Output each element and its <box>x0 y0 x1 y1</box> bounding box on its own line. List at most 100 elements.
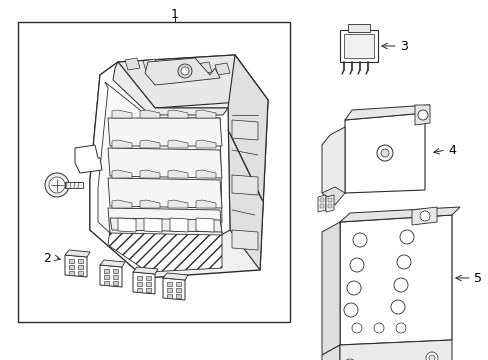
Bar <box>137 288 142 292</box>
Polygon shape <box>339 340 451 360</box>
Polygon shape <box>231 230 258 250</box>
Polygon shape <box>196 110 216 118</box>
Polygon shape <box>100 265 122 287</box>
Polygon shape <box>75 145 102 173</box>
Circle shape <box>178 64 192 78</box>
Circle shape <box>380 149 388 157</box>
Polygon shape <box>133 267 158 274</box>
Polygon shape <box>113 62 227 115</box>
Circle shape <box>428 355 434 360</box>
Polygon shape <box>108 118 222 146</box>
Circle shape <box>349 258 363 272</box>
Polygon shape <box>196 170 216 178</box>
Polygon shape <box>321 222 339 355</box>
Text: 2: 2 <box>43 252 51 265</box>
Polygon shape <box>325 195 333 212</box>
Circle shape <box>376 145 392 161</box>
Circle shape <box>373 323 383 333</box>
Polygon shape <box>65 250 90 257</box>
Polygon shape <box>118 218 136 232</box>
Polygon shape <box>118 55 267 108</box>
Bar <box>113 281 118 285</box>
Circle shape <box>399 230 413 244</box>
Circle shape <box>351 323 361 333</box>
Bar <box>167 294 172 298</box>
Polygon shape <box>140 200 160 208</box>
Polygon shape <box>98 82 222 268</box>
Bar <box>18 22 289 322</box>
Polygon shape <box>108 178 222 208</box>
Polygon shape <box>168 140 187 148</box>
Polygon shape <box>163 278 184 300</box>
Polygon shape <box>168 170 187 178</box>
Circle shape <box>390 300 404 314</box>
Polygon shape <box>414 105 429 125</box>
Circle shape <box>395 323 405 333</box>
Polygon shape <box>197 62 212 74</box>
Polygon shape <box>345 105 429 120</box>
Bar <box>65 182 83 188</box>
Circle shape <box>393 278 407 292</box>
Bar <box>104 281 109 285</box>
Polygon shape <box>231 120 258 140</box>
Circle shape <box>343 359 355 360</box>
Polygon shape <box>100 260 125 267</box>
Polygon shape <box>227 55 267 270</box>
Circle shape <box>346 281 360 295</box>
Polygon shape <box>112 110 132 118</box>
Polygon shape <box>179 61 194 73</box>
Polygon shape <box>145 58 220 85</box>
Polygon shape <box>140 110 160 118</box>
Bar <box>113 269 118 273</box>
Polygon shape <box>196 218 214 232</box>
Circle shape <box>45 173 69 197</box>
Polygon shape <box>321 345 339 360</box>
Polygon shape <box>339 207 459 222</box>
Bar <box>339 30 377 62</box>
Polygon shape <box>168 110 187 118</box>
Bar <box>146 282 151 286</box>
Bar <box>167 288 172 292</box>
Bar <box>113 275 118 279</box>
Polygon shape <box>196 140 216 148</box>
Circle shape <box>181 67 189 75</box>
Polygon shape <box>125 58 140 70</box>
Bar <box>146 276 151 280</box>
Bar <box>104 269 109 273</box>
Circle shape <box>425 352 437 360</box>
Bar <box>69 259 74 263</box>
Polygon shape <box>345 113 424 193</box>
Bar <box>78 271 83 275</box>
Polygon shape <box>90 55 267 278</box>
Bar <box>327 198 331 202</box>
Bar <box>176 294 181 298</box>
Polygon shape <box>110 218 222 232</box>
Polygon shape <box>112 140 132 148</box>
Bar <box>319 204 324 208</box>
Polygon shape <box>339 215 451 345</box>
Bar <box>146 288 151 292</box>
Polygon shape <box>231 175 258 195</box>
Polygon shape <box>321 187 345 205</box>
Text: 4: 4 <box>447 144 455 157</box>
Circle shape <box>49 177 65 193</box>
Bar <box>176 282 181 286</box>
Circle shape <box>419 211 429 221</box>
Bar <box>104 275 109 279</box>
Text: 3: 3 <box>399 40 407 53</box>
Polygon shape <box>108 230 222 272</box>
Bar <box>327 204 331 208</box>
Text: 5: 5 <box>473 271 481 284</box>
Polygon shape <box>215 63 229 75</box>
Polygon shape <box>317 195 325 212</box>
Polygon shape <box>196 200 216 208</box>
Bar <box>137 282 142 286</box>
Bar <box>69 265 74 269</box>
Circle shape <box>352 233 366 247</box>
Bar <box>319 198 324 202</box>
Polygon shape <box>140 170 160 178</box>
Polygon shape <box>142 59 158 71</box>
Circle shape <box>343 303 357 317</box>
Circle shape <box>417 110 427 120</box>
Polygon shape <box>133 272 155 294</box>
